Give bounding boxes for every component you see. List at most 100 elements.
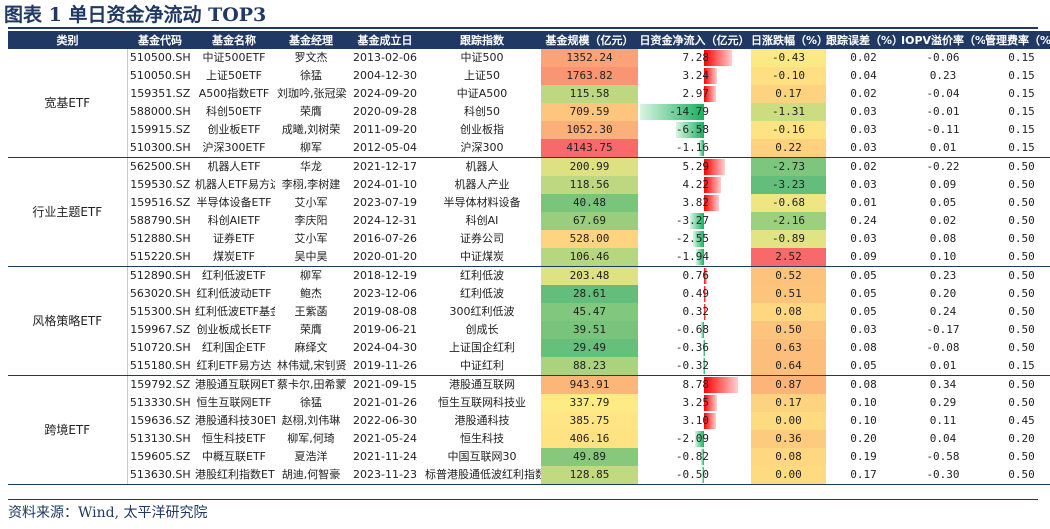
net-inflow: -3.27 <box>638 212 751 230</box>
tracking-error: 0.01 <box>850 196 877 209</box>
iopv-premium: -0.17 <box>926 323 960 336</box>
fund-name: 港股通科技30ETF <box>195 414 275 427</box>
net-inflow: -0.68 <box>638 321 751 339</box>
fund-manager: 艾小军 <box>294 196 328 209</box>
net-inflow-value: 5.29 <box>682 160 710 173</box>
tracking-error: 0.02 <box>850 87 877 100</box>
inflow-bar <box>704 177 721 193</box>
daily-change: 0.63 <box>751 339 826 357</box>
inception-date: 2023-07-19 <box>353 196 417 209</box>
daily-change: 0.50 <box>751 321 826 339</box>
tracking-error: 0.03 <box>850 232 877 245</box>
inception-date: 2013-02-06 <box>353 51 417 64</box>
iopv-premium: 0.01 <box>901 139 985 158</box>
iopv-premium: -0.22 <box>926 160 960 173</box>
management-fee: 0.15 <box>985 139 1050 158</box>
net-inflow: 3.82 <box>638 194 751 212</box>
table-row: 159530.SZ 机器人ETF易方达 李栩,李树建 2024-01-10 机器人产业 1… <box>8 176 1050 194</box>
inflow-bar <box>699 140 705 156</box>
inception-date: 2004-12-30 <box>353 69 417 82</box>
net-inflow: 7.28 <box>638 49 751 67</box>
iopv-premium: 0.23 <box>929 269 957 282</box>
tracking-index: 中证500 <box>460 51 504 64</box>
management-fee: 0.50 <box>985 248 1050 267</box>
tracking-index: 科创AI <box>465 214 499 227</box>
tracking-error: 0.02 <box>850 51 877 64</box>
category-cell: 风格策略ETF <box>8 266 128 376</box>
daily-change: 0.22 <box>751 139 826 158</box>
tracking-index: 恒生互联网科技业 <box>438 396 526 409</box>
net-inflow-value: -0.50 <box>675 468 709 481</box>
management-fee: 0.50 <box>1008 305 1035 318</box>
inflow-bar <box>704 268 708 284</box>
daily-change: 0.08 <box>751 448 826 466</box>
table-row: 159516.SZ 半导体设备ETF 艾小军 2023-07-19 半导体材料设备 40.… <box>8 194 1050 212</box>
inflow-bar <box>675 122 705 138</box>
fund-scale: 88.23 <box>541 357 638 376</box>
net-inflow-value: 3.24 <box>682 69 710 82</box>
daily-change: -2.16 <box>751 212 826 230</box>
inflow-bar <box>702 358 705 374</box>
iopv-premium: -0.30 <box>901 466 985 485</box>
fund-name: 红利低波动ETF <box>196 287 272 300</box>
iopv-premium: 0.01 <box>901 357 985 376</box>
table-row: 510300.SH 沪深300ETF 柳军 2012-05-04 沪深300 4143.7… <box>8 139 1050 158</box>
fund-manager: 李栩,李树建 <box>281 178 341 191</box>
net-inflow-value: 3.82 <box>682 196 710 209</box>
fund-scale: 28.61 <box>541 285 638 303</box>
fund-manager: 王紫菡 <box>294 305 328 318</box>
fund-code: 159636.SZ <box>130 414 191 427</box>
daily-change: -0.16 <box>751 121 826 139</box>
management-fee: 0.50 <box>1008 214 1035 227</box>
net-inflow: 4.22 <box>638 176 751 194</box>
inception-date: 2020-01-20 <box>347 248 423 267</box>
iopv-premium: 0.11 <box>929 414 957 427</box>
fund-scale: 67.69 <box>541 212 638 230</box>
tracking-error: 0.04 <box>850 69 877 82</box>
iopv-premium: -0.06 <box>926 51 960 64</box>
net-inflow-value: 4.22 <box>682 178 710 191</box>
fund-scale: 49.89 <box>541 448 638 466</box>
category-cell: 宽基ETF <box>8 49 128 158</box>
tracking-index: 机器人产业 <box>454 178 510 191</box>
fund-manager: 鲍杰 <box>300 287 322 300</box>
chart-title: 图表 1 单日资金净流动 TOP3 <box>4 4 267 26</box>
inflow-bar <box>704 286 707 302</box>
inflow-bar <box>704 68 717 84</box>
inception-date: 2023-11-23 <box>347 466 423 485</box>
management-fee: 0.45 <box>1008 414 1035 427</box>
tracking-index: 机器人 <box>465 160 499 173</box>
fund-code: 510050.SH <box>129 69 191 82</box>
fund-name: 机器人ETF <box>207 160 261 173</box>
tracking-error: 0.17 <box>826 466 901 485</box>
table-row: 行业主题ETF 562500.SH 机器人ETF 华龙 2021-12-17 机器人 200… <box>8 157 1050 267</box>
fund-manager: 柳军,何琦 <box>287 432 335 445</box>
iopv-premium: -0.08 <box>926 341 960 354</box>
daily-change: -0.10 <box>751 67 826 85</box>
daily-change: 0.51 <box>751 285 826 303</box>
management-fee: 0.15 <box>1008 87 1035 100</box>
fund-code: 510300.SH <box>127 139 193 158</box>
table-row: 515180.SH 红利ETF易方达 林伟斌,宋钊贤 2019-11-26 中证红利 88… <box>8 357 1050 376</box>
tracking-index: 中国互联网30 <box>447 450 517 463</box>
fund-manager: 林伟斌,宋钊贤 <box>275 357 347 376</box>
fund-code: 159915.SZ <box>130 123 191 136</box>
tracking-index: 中证A500 <box>456 87 508 100</box>
fund-code: 515180.SH <box>127 357 193 376</box>
fund-manager: 麻绎文 <box>294 341 328 354</box>
header-index: 跟踪指数 <box>423 31 541 49</box>
tracking-index: 红利低波 <box>460 269 504 282</box>
net-inflow: -1.16 <box>638 139 751 158</box>
source-note: 资料来源：Wind, 太平洋研究院 <box>8 505 208 521</box>
iopv-premium: 0.02 <box>929 214 957 227</box>
fund-name: 红利低波ETF <box>202 269 266 282</box>
tracking-error: 0.03 <box>850 323 877 336</box>
fund-code: 515300.SH <box>129 305 191 318</box>
fund-manager: 徐猛 <box>300 396 322 409</box>
management-fee: 0.50 <box>1008 269 1035 282</box>
tracking-index: 创业板指 <box>460 123 504 136</box>
tracking-error: 0.02 <box>850 160 877 173</box>
iopv-premium: 0.10 <box>901 248 985 267</box>
net-inflow-value: 0.49 <box>682 287 710 300</box>
fund-code: 159967.SZ <box>130 323 191 336</box>
